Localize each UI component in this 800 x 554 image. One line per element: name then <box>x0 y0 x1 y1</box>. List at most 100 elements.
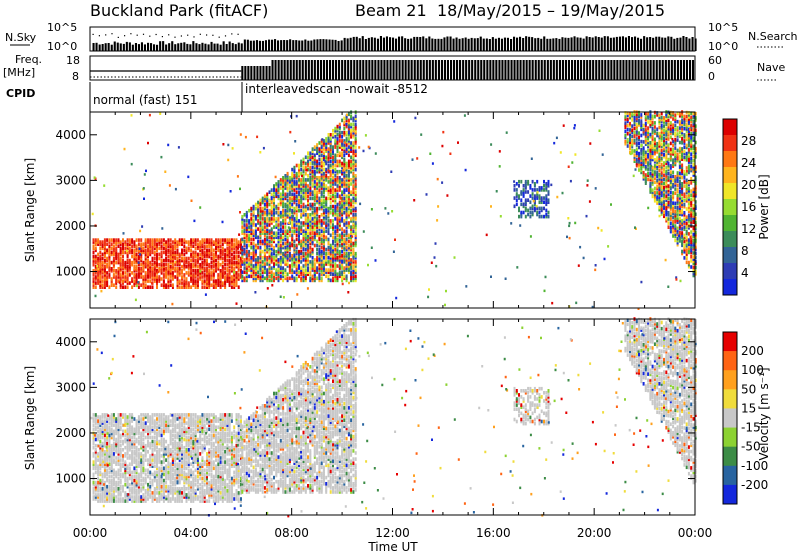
echo-cell <box>690 111 693 115</box>
echo-cell <box>665 173 668 178</box>
echo-cell <box>302 194 305 199</box>
echo-cell <box>633 116 636 120</box>
echo-cell <box>690 230 693 234</box>
echo-cell <box>322 251 325 256</box>
echo-cell <box>298 258 300 262</box>
echo-cell <box>316 217 319 221</box>
echo-cell <box>629 111 631 116</box>
echo-cell <box>352 249 355 254</box>
freq-bar <box>465 60 468 80</box>
echo-cell <box>663 173 665 178</box>
echo-cell <box>687 182 690 187</box>
echo-cell <box>667 122 670 127</box>
echo-cell <box>254 254 257 258</box>
echo-cell <box>165 271 168 275</box>
echo-cell <box>681 114 684 118</box>
echo-cell <box>108 269 111 273</box>
echo-cell <box>345 165 348 170</box>
echo-cell <box>320 200 323 205</box>
echo-cell <box>325 229 328 233</box>
echo-cell <box>669 147 672 152</box>
echo-cell <box>647 116 650 120</box>
freq-bar <box>673 60 676 80</box>
echo-cell <box>295 266 298 270</box>
echo-cell <box>307 215 309 219</box>
freq-bar <box>571 60 574 80</box>
echo-cell <box>237 277 240 281</box>
echo-cell <box>304 235 307 240</box>
echo-cell <box>298 251 300 256</box>
echo-cell <box>263 262 266 266</box>
echo-cell <box>669 178 672 183</box>
echo-cell <box>694 116 697 120</box>
echo-cell <box>117 238 120 242</box>
echo-cell <box>298 190 300 194</box>
noise-bar <box>140 42 143 51</box>
echo-cell <box>277 219 280 223</box>
echo-cell <box>277 237 280 242</box>
echo-cell <box>275 235 278 240</box>
echo-cell <box>332 178 334 182</box>
echo-cell <box>233 281 236 285</box>
echo-cell <box>115 254 118 259</box>
echo-cell <box>352 219 355 223</box>
echo-cell <box>676 183 679 188</box>
echo-cell <box>240 240 242 244</box>
echo-cell <box>345 225 348 229</box>
echo-cell <box>644 167 647 171</box>
echo-cell <box>196 238 199 242</box>
echo-cell <box>307 256 309 260</box>
echo-cell <box>153 275 156 279</box>
echo-cell <box>282 266 285 270</box>
echo-cell <box>678 179 681 184</box>
echo-cell <box>350 278 353 283</box>
echo-cell <box>653 194 656 199</box>
echo-cell <box>338 130 341 135</box>
freq-bar <box>468 60 471 80</box>
echo-scatter <box>238 233 241 236</box>
echo-cell <box>338 221 341 225</box>
echo-cell <box>151 242 154 246</box>
echo-cell <box>131 238 134 242</box>
echo-cell <box>196 269 199 273</box>
echo-cell <box>681 151 684 155</box>
echo-cell <box>320 139 323 143</box>
noise-search-dot <box>124 35 126 37</box>
echo-cell <box>663 161 665 165</box>
noise-bar <box>382 37 385 51</box>
echo-cell <box>629 113 631 118</box>
echo-cell <box>254 274 257 279</box>
echo-cell <box>254 225 257 229</box>
echo-cell <box>644 173 647 177</box>
echo-cell <box>217 248 220 253</box>
freq-bar <box>407 60 410 80</box>
echo-cell <box>252 233 255 238</box>
echo-cell <box>268 251 271 256</box>
echo-cell <box>167 244 170 248</box>
echo-cell <box>660 128 663 132</box>
echo-cell <box>259 249 262 254</box>
freq-bar <box>389 60 392 80</box>
echo-cell <box>167 277 170 281</box>
echo-cell <box>162 281 165 285</box>
echo-cell <box>259 256 262 260</box>
echo-cell <box>676 173 679 177</box>
echo-cell <box>176 273 179 277</box>
echo-cell <box>322 231 325 235</box>
echo-scatter <box>227 158 230 162</box>
echo-cell <box>332 196 334 201</box>
echo-cell <box>676 152 679 157</box>
noise-bar <box>240 43 243 51</box>
echo-cell <box>224 281 227 285</box>
echo-cell <box>149 264 152 269</box>
echo-cell <box>275 256 278 260</box>
echo-cell <box>149 267 152 271</box>
echo-cell <box>683 149 686 154</box>
echo-cell <box>169 238 172 242</box>
echo-cell <box>208 250 211 255</box>
echo-cell <box>219 281 222 285</box>
echo-cell <box>108 246 111 251</box>
echo-scatter <box>428 288 430 291</box>
echo-cell <box>547 179 550 184</box>
echo-cell <box>273 262 275 266</box>
